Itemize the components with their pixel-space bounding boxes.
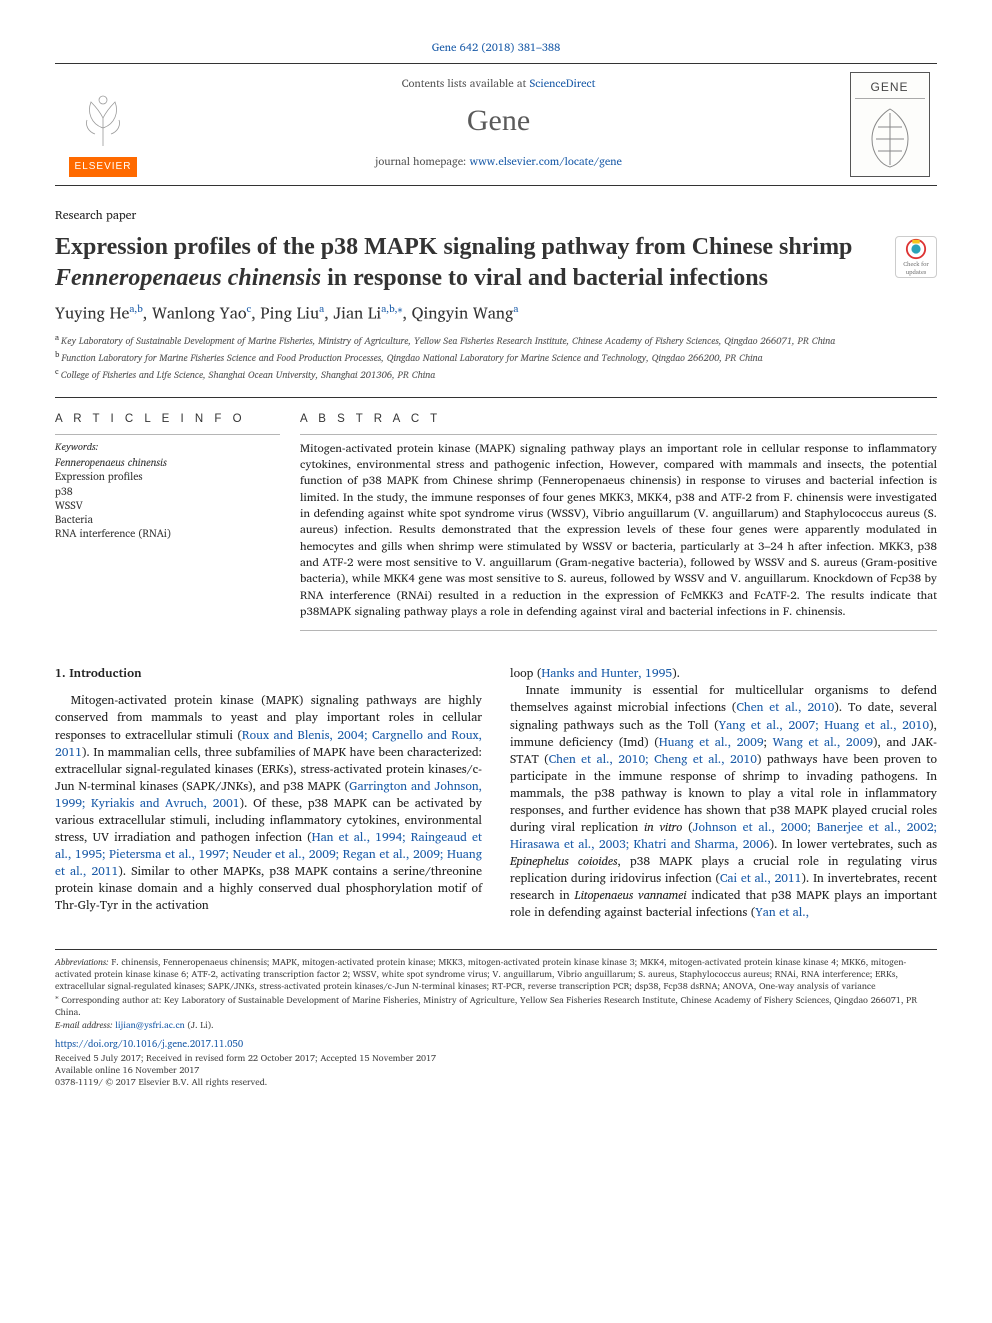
intro-para-1-cont: loop (Hanks and Hunter, 1995). (510, 665, 937, 682)
email-link[interactable]: lijian@ysfri.ac.cn (115, 1017, 185, 1032)
footnotes: Abbreviations: F. chinensis, Fenneropena… (55, 949, 937, 1088)
sciencedirect-link[interactable]: ScienceDirect (530, 74, 596, 92)
homepage-link[interactable]: www.elsevier.com/locate/gene (469, 152, 621, 170)
author-2: Wanlong Yao (152, 301, 247, 327)
cite-roux[interactable]: Roux and Blenis, 2004; Cargnello and Rou… (55, 726, 482, 762)
keyword-5: RNA interference (RNAi) (55, 526, 280, 540)
abstract-text: Mitogen-activated protein kinase (MAPK) … (300, 441, 937, 621)
author-4: Jian Li (333, 301, 381, 327)
cite-han[interactable]: Han et al., 1994; Raingeaud et al., 1995… (55, 828, 482, 881)
cover-art-icon (855, 103, 925, 173)
journal-reference: Gene 642 (2018) 381–388 (55, 40, 937, 55)
cover-label: GENE (855, 79, 925, 99)
homepage-line: journal homepage: www.elsevier.com/locat… (375, 154, 622, 169)
author-1: Yuying He (55, 301, 129, 327)
author-3-affil[interactable]: a (319, 301, 324, 317)
title-part1: Expression profiles of the p38 MAPK sign… (55, 234, 852, 260)
keyword-2: p38 (55, 484, 280, 498)
email-suffix: (J. Li). (185, 1017, 214, 1032)
homepage-prefix: journal homepage: (375, 152, 469, 170)
journal-title: Gene (467, 101, 530, 142)
author-2-affil[interactable]: c (247, 301, 252, 317)
abbreviations: Abbreviations: F. chinensis, Fenneropena… (55, 956, 937, 992)
divider-light-2 (300, 434, 937, 435)
cite-wang2009[interactable]: Wang et al., 2009 (773, 733, 873, 752)
author-5: Qingyin Wang (412, 301, 514, 327)
body-column-left: 1. Introduction Mitogen-activated protei… (55, 665, 482, 920)
contents-prefix: Contents lists available at (402, 74, 530, 92)
publisher-label: ELSEVIER (69, 157, 138, 177)
intro-head: 1. Introduction (55, 665, 482, 682)
crossmark-badge[interactable]: Check for updates (895, 236, 937, 278)
author-5-affil[interactable]: a (513, 301, 518, 317)
affiliations: aKey Laboratory of Sustainable Developme… (55, 333, 937, 383)
affil-a: Key Laboratory of Sustainable Developmen… (61, 335, 835, 350)
cite-chen-cheng[interactable]: Chen et al., 2010; Cheng et al., 2010 (549, 750, 757, 769)
divider-light (55, 434, 280, 435)
intro-para-1: Mitogen-activated protein kinase (MAPK) … (55, 692, 482, 913)
divider (55, 397, 937, 398)
journal-header: ELSEVIER Contents lists available at Sci… (55, 63, 937, 186)
journal-cover: GENE (850, 72, 930, 177)
corr-text: Corresponding author at: Key Laboratory … (55, 992, 917, 1019)
crossmark-line2: updates (906, 268, 927, 276)
publisher-block: ELSEVIER (55, 64, 155, 185)
contents-line: Contents lists available at ScienceDirec… (402, 76, 596, 91)
article-type: Research paper (55, 208, 937, 224)
copyright-line: 0378-1119/ © 2017 Elsevier B.V. All righ… (55, 1076, 937, 1088)
body-column-right: loop (Hanks and Hunter, 1995). Innate im… (510, 665, 937, 920)
corresponding-author: ⁎ Corresponding author at: Key Laborator… (55, 992, 937, 1018)
authors-line: Yuying Hea,b, Wanlong Yaoc, Ping Liua, J… (55, 303, 937, 325)
cite-garrington[interactable]: Garrington and Johnson, 1999; Kyriakis a… (55, 777, 482, 813)
keywords-label: Keywords: (55, 441, 280, 455)
elsevier-tree-icon (68, 83, 138, 153)
article-title: Expression profiles of the p38 MAPK sign… (55, 232, 883, 293)
affil-c: College of Fisheries and Life Science, S… (61, 368, 436, 383)
author-4-corr[interactable]: ⁎ (397, 301, 402, 317)
cite-johnson[interactable]: Johnson et al., 2000; Banerjee et al., 2… (510, 818, 937, 854)
author-1-affil[interactable]: a,b (129, 301, 142, 317)
abbrev-text: F. chinensis, Fenneropenaeus chinensis; … (55, 954, 906, 993)
cite-yan[interactable]: Yan et al., (755, 903, 809, 922)
cite-cai[interactable]: Cai et al., 2011 (720, 869, 802, 888)
title-part2: in response to viral and bacterial infec… (321, 265, 768, 291)
email-label: E-mail address: (55, 1017, 115, 1032)
intro-para-2: Innate immunity is essential for multice… (510, 682, 937, 920)
author-3: Ping Liu (260, 301, 319, 327)
email-line: E-mail address: lijian@ysfri.ac.cn (J. L… (55, 1019, 937, 1031)
divider-light-3 (300, 630, 937, 631)
article-info-head: A R T I C L E I N F O (55, 402, 280, 434)
author-4-affil[interactable]: a,b, (381, 301, 397, 317)
title-italic: Fenneropenaeus chinensis (55, 265, 321, 291)
affil-b: Function Laboratory for Marine Fisheries… (61, 352, 762, 367)
journal-ref-link[interactable]: Gene 642 (2018) 381–388 (432, 38, 561, 56)
keyword-1: Expression profiles (55, 469, 280, 483)
abstract-head: A B S T R A C T (300, 402, 937, 434)
